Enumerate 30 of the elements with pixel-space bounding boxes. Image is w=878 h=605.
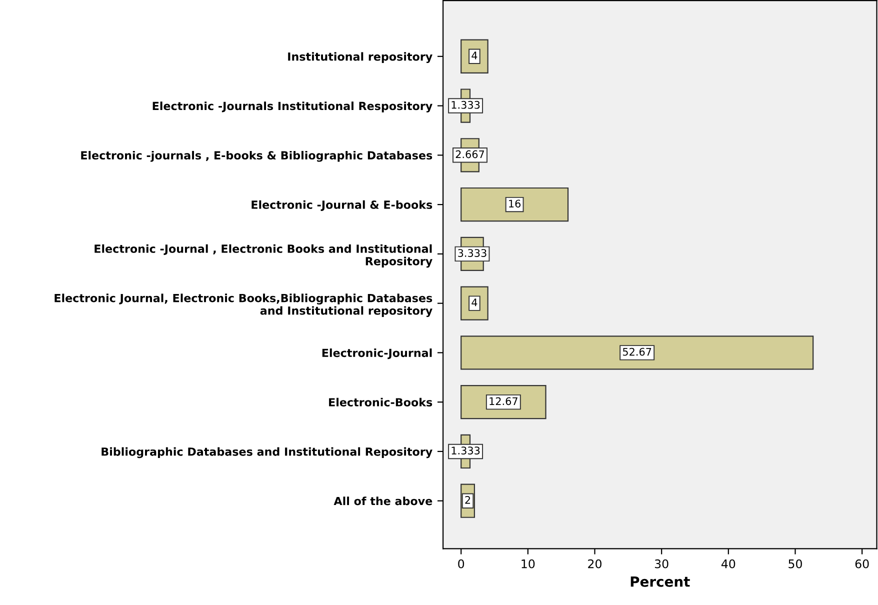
x-tick-label: 20 — [588, 559, 602, 568]
x-tick-label: 30 — [654, 559, 668, 568]
y-tick-label: Institutional repository — [288, 52, 432, 64]
x-tick-label: 40 — [721, 559, 736, 568]
x-tick-label: 50 — [788, 559, 802, 568]
data-label: 1.333 — [452, 100, 480, 109]
y-tick-label: Electronic Journal, Electronic Books,Bibliographic Databases and Institutional repository — [54, 294, 432, 318]
x-tick-label: 60 — [855, 559, 869, 568]
y-tick-label: Electronic-Books — [329, 398, 432, 406]
bar — [460, 336, 814, 370]
y-tick-label: All of the above — [334, 496, 432, 506]
x-tick-label: 0 — [458, 559, 464, 568]
bar — [460, 187, 569, 222]
y-tick-label: Electronic -Journal & E-books — [252, 200, 432, 211]
data-label: 52.67 — [622, 348, 652, 356]
x-axis-title: Percent — [630, 576, 690, 587]
data-label: 2.667 — [456, 150, 484, 158]
data-label: 4 — [472, 52, 478, 60]
data-label: 16 — [509, 200, 521, 208]
data-label: 12.67 — [490, 397, 518, 406]
y-tick-label: Bibliographic Databases and Institutional Repository — [102, 447, 432, 458]
y-tick-label: Electronic -Journal , Electronic Books and Institutional Repository — [94, 244, 432, 268]
data-label: 2 — [465, 496, 470, 504]
y-tick-label: Electronic -Journals Institutional Respository — [152, 102, 432, 112]
y-tick-label: Electronic-Journal — [322, 348, 432, 360]
data-label: 4 — [472, 298, 478, 306]
data-label: 3.333 — [458, 249, 486, 257]
y-tick-label: Electronic -journals , E-books & Bibliographic Databases — [81, 150, 432, 162]
x-tick-label: 10 — [522, 559, 535, 568]
data-label: 1.333 — [452, 446, 480, 454]
